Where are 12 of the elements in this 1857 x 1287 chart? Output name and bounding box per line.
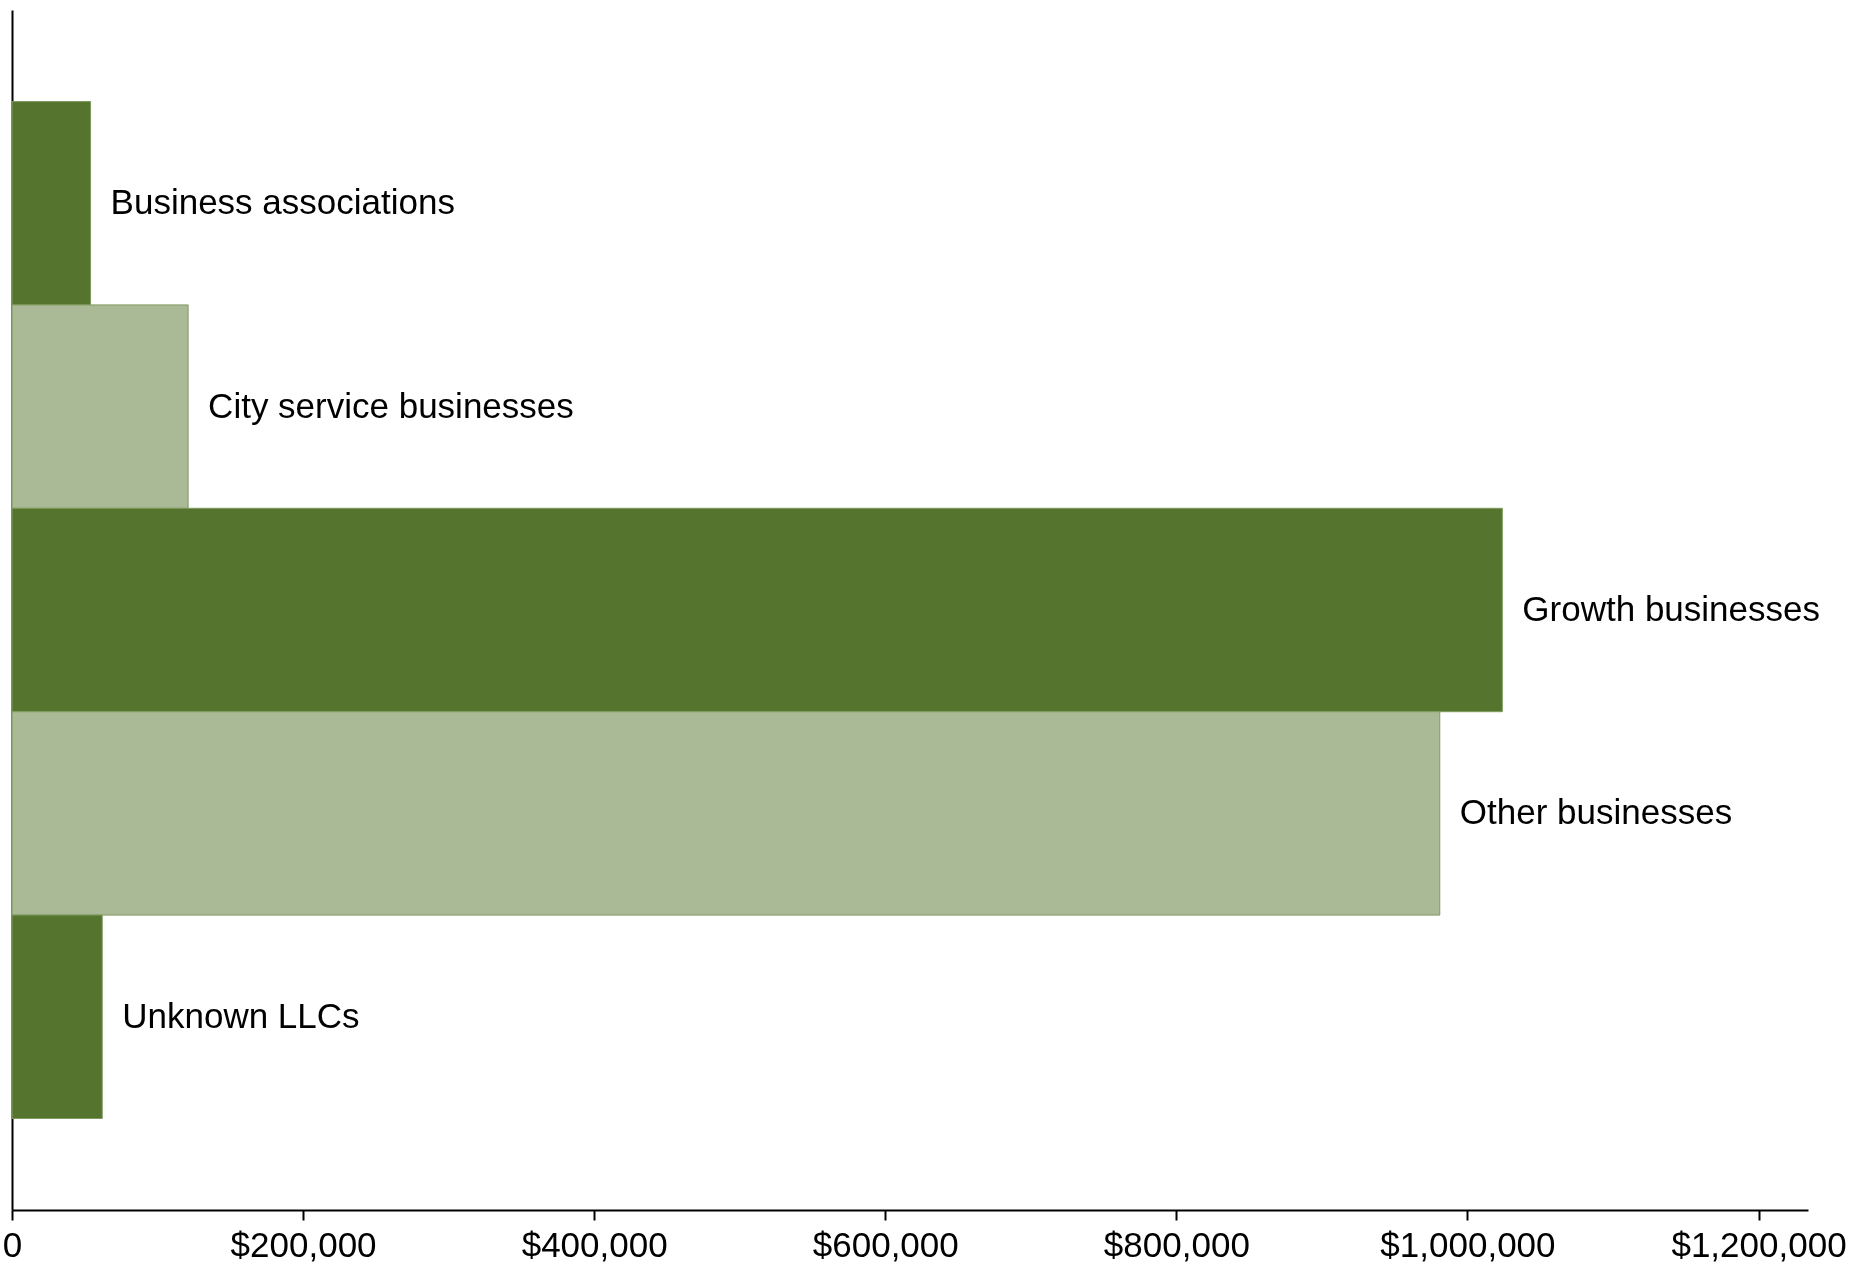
y-tick-label: City service businesses — [208, 385, 574, 425]
y-tick-label: Unknown LLCs — [122, 995, 360, 1035]
x-tick-label: $200,000 — [230, 1224, 377, 1264]
x-tick-label: $1,200,000 — [1671, 1224, 1847, 1264]
x-tick-label: $400,000 — [521, 1224, 668, 1264]
y-tick-label: Growth businesses — [1522, 589, 1820, 628]
x-tick-label: $800,000 — [1103, 1224, 1250, 1264]
x-tick-label: 0 — [2, 1224, 23, 1264]
x-tick-label: $1,000,000 — [1380, 1224, 1556, 1264]
y-tick-label: Other businesses — [1459, 792, 1733, 832]
x-tick-label: $600,000 — [812, 1224, 959, 1264]
y-tick-label: Business associations — [110, 182, 455, 222]
